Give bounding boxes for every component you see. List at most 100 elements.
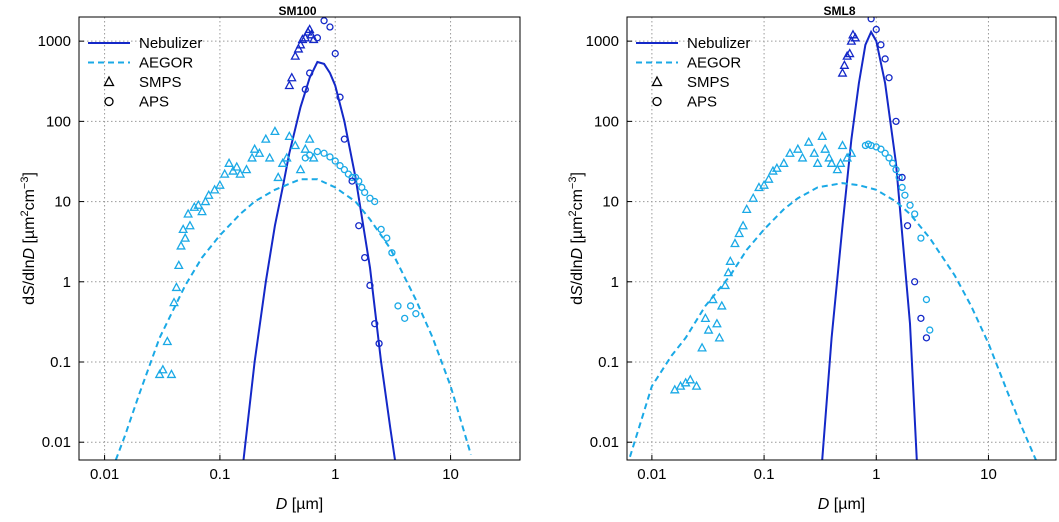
series-aps bbox=[861, 140, 934, 334]
data-point-triangle bbox=[254, 147, 265, 157]
data-point-triangle bbox=[231, 161, 242, 171]
series-line bbox=[627, 182, 1038, 460]
legend-swatch-circle bbox=[652, 96, 662, 107]
chart-title: SM100 bbox=[278, 4, 316, 18]
data-point-circle bbox=[926, 326, 934, 334]
data-point-circle bbox=[877, 41, 885, 49]
data-point-circle bbox=[872, 25, 880, 34]
data-point-circle bbox=[898, 173, 906, 182]
series-aps-nebulizer bbox=[867, 17, 931, 342]
data-point-triangle bbox=[832, 164, 843, 174]
data-point-triangle bbox=[734, 228, 745, 238]
data-point-circle bbox=[881, 149, 889, 157]
legend-item: APS bbox=[104, 94, 169, 111]
data-point-circle bbox=[383, 234, 391, 242]
data-point-triangle bbox=[785, 147, 795, 157]
data-point-triangle bbox=[837, 67, 848, 77]
data-point-triangle bbox=[803, 136, 814, 146]
y-tick-label: 100 bbox=[594, 113, 619, 130]
x-axis-label: D [µm] bbox=[276, 496, 323, 513]
y-tick-label: 100 bbox=[46, 113, 71, 130]
data-point-triangle bbox=[697, 342, 707, 352]
legend-item: AEGOR bbox=[636, 55, 741, 72]
y-axis-label-part: d bbox=[21, 296, 38, 305]
data-point-triangle bbox=[763, 173, 774, 183]
series-smps-nebulizer bbox=[284, 24, 319, 90]
series-nebulizer bbox=[821, 29, 918, 460]
data-point-triangle bbox=[748, 192, 759, 202]
y-axis-label: dS/dlnD [µm2cm−3] bbox=[19, 172, 38, 305]
series-line bbox=[114, 178, 472, 460]
y-axis-label-part: [µm bbox=[21, 217, 38, 248]
x-axis-label-unit: [µm] bbox=[829, 496, 865, 513]
data-point-triangle bbox=[837, 140, 848, 150]
data-point-triangle bbox=[824, 152, 835, 162]
y-tick-label: 1000 bbox=[38, 33, 71, 50]
data-point-triangle bbox=[157, 364, 168, 374]
data-point-triangle bbox=[826, 157, 837, 167]
data-point-triangle bbox=[173, 260, 184, 270]
y-axis-label-part: /dln bbox=[21, 260, 38, 286]
data-point-triangle bbox=[759, 179, 769, 189]
data-point-triangle bbox=[844, 48, 855, 58]
x-axis-label-symbol: D bbox=[818, 496, 830, 513]
y-axis-label: dS/dlnD [µm2cm−3] bbox=[567, 172, 586, 305]
series-aegor bbox=[114, 178, 472, 460]
data-point-circle bbox=[412, 310, 420, 318]
data-point-triangle bbox=[290, 50, 301, 60]
y-tick-label: 0.01 bbox=[42, 434, 71, 451]
series-smps bbox=[669, 131, 857, 394]
plot-frame bbox=[626, 16, 1057, 461]
data-point-triangle bbox=[812, 157, 823, 167]
legend-label: SMPS bbox=[687, 74, 730, 91]
data-point-triangle bbox=[700, 312, 711, 323]
data-point-triangle bbox=[850, 32, 861, 42]
data-point-circle bbox=[898, 183, 906, 192]
data-point-circle bbox=[903, 222, 912, 230]
legend: Nebulizer AEGOR SMPS APS bbox=[88, 35, 202, 111]
data-point-circle bbox=[375, 339, 383, 348]
data-point-circle bbox=[366, 194, 374, 202]
data-point-triangle bbox=[846, 147, 857, 157]
data-point-circle bbox=[892, 166, 900, 174]
x-tick-label: 0.1 bbox=[754, 466, 775, 483]
data-point-triangle bbox=[180, 232, 191, 242]
data-point-triangle bbox=[792, 143, 803, 153]
legend-swatch-triangle bbox=[651, 75, 663, 87]
y-axis-label-part: −3 bbox=[19, 177, 31, 190]
legend-label: APS bbox=[687, 94, 717, 111]
legend-label: APS bbox=[139, 94, 169, 111]
data-point-triangle bbox=[295, 164, 306, 174]
data-point-circle bbox=[885, 154, 893, 162]
data-point-triangle bbox=[197, 206, 207, 216]
data-point-circle bbox=[867, 17, 875, 23]
data-point-triangle bbox=[209, 184, 220, 194]
data-point-circle bbox=[320, 17, 328, 25]
series-aps-nebulizer bbox=[301, 17, 383, 348]
data-point-circle bbox=[331, 157, 339, 165]
data-point-circle bbox=[388, 249, 396, 257]
data-point-circle bbox=[892, 117, 900, 126]
data-point-triangle bbox=[169, 297, 179, 307]
data-point-circle bbox=[301, 85, 309, 94]
data-point-triangle bbox=[703, 324, 714, 334]
data-point-circle bbox=[377, 225, 385, 234]
x-tick-label: 10 bbox=[980, 466, 997, 483]
legend-label: AEGOR bbox=[139, 55, 193, 72]
data-point-circle bbox=[348, 177, 356, 185]
data-point-circle bbox=[881, 55, 889, 63]
data-point-triangle bbox=[738, 220, 748, 230]
data-point-triangle bbox=[284, 80, 295, 90]
data-point-triangle bbox=[178, 224, 189, 234]
series-aps bbox=[301, 147, 420, 323]
data-point-triangle bbox=[203, 189, 214, 199]
data-point-triangle bbox=[768, 165, 778, 175]
data-point-triangle bbox=[189, 201, 200, 211]
data-point-triangle bbox=[714, 332, 725, 342]
data-point-triangle bbox=[264, 152, 275, 162]
y-axis-label-part: d bbox=[569, 296, 586, 305]
x-tick-label: 1 bbox=[872, 466, 880, 483]
data-point-circle bbox=[406, 302, 415, 310]
